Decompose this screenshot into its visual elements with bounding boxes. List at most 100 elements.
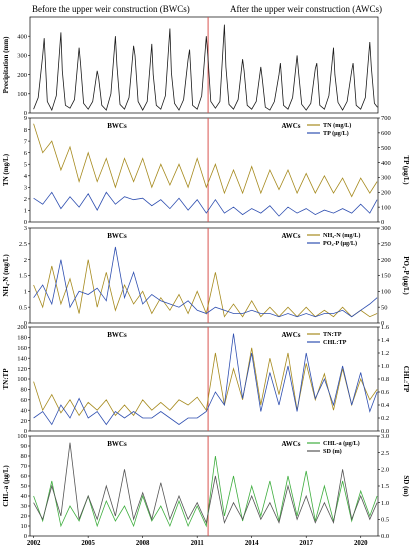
x-tick-label: 2005 [81,540,95,547]
segment-label-before: BWCs [107,122,127,130]
y2-tick-label: 1.0 [381,363,389,370]
series-line-2 [33,246,378,318]
panel-5: 0 10 20 30 40 50 60 70 80 90 100 0.0 0.5 1.0 1.5 2.0 2.5… [2,433,410,540]
y-tick-label: 20 [21,513,28,520]
y2-tick-label: 3.0 [381,433,389,440]
y-tick-label: 4 [24,173,28,180]
y2-tick-label: 1.5 [381,483,389,490]
legend-label: SD (m) [323,448,342,455]
y-axis-label: NH₄-N (mg/L) [2,254,10,297]
series-line-2 [33,333,378,426]
y-tick-label: 160 [17,345,27,352]
legend-label: TN (mg/L) [323,122,351,129]
y2-tick-label: 0 [381,320,384,327]
segment-label-before: BWCs [107,331,127,339]
y-tick-label: 0 [24,533,27,540]
series-line-1 [33,455,378,528]
y2-tick-label: 2.5 [381,450,389,457]
legend-label: TP (μg/L) [323,130,349,137]
legend-label: TN:TP [323,331,342,338]
y2-tick-label: 0.2 [381,415,389,422]
y2-tick-label: 300 [381,175,391,182]
y-axis-label: TN (mg/L) [2,153,10,186]
y-tick-label: 60 [21,397,28,404]
y-tick-label: 100 [17,376,27,383]
y2-tick-label: 1.2 [381,350,389,357]
y-axis-label: TN:TP [2,368,10,390]
y2-tick-label: 0.0 [381,428,389,435]
series-line-1 [33,123,378,198]
series-line-1 [33,259,378,318]
y-tick-label: 80 [21,453,28,460]
panel-1: 0 100 200 300 400 Precipitation (mm) [2,16,379,117]
series-line-2 [33,191,378,217]
y2-axis-label: CHL:TP [402,366,410,393]
x-tick-label: 2017 [299,540,313,547]
y2-tick-label: 100 [381,289,391,296]
segment-label-after: AWCs [281,331,300,339]
panel-frame [29,16,379,114]
y2-tick-label: 0.0 [381,533,389,540]
y2-tick-label: 1.4 [381,337,390,344]
y2-tick-label: 0.8 [381,376,389,383]
y2-tick-label: 700 [381,115,391,122]
y-tick-label: 1 [24,289,27,296]
header-left: Before the upper weir construction (BWCs… [32,4,190,14]
panel-frame [29,117,379,223]
y2-tick-label: 300 [381,225,391,232]
segment-label-before: BWCs [107,232,127,240]
x-tick-label: 2002 [27,540,41,547]
y2-tick-label: 1.6 [381,324,390,331]
y2-axis-label: TP (μg/L) [402,155,410,185]
y2-tick-label: 0.4 [381,402,390,409]
y2-tick-label: 150 [381,273,391,280]
y-tick-label: 0 [24,219,27,226]
y-tick-label: 90 [21,443,28,450]
y-tick-label: 1.5 [19,273,27,280]
y-tick-label: 180 [17,335,27,342]
y-tick-label: 2 [24,196,27,203]
y2-tick-label: 50 [381,304,388,311]
legend-label: PO₄-P (μg/L) [323,240,357,247]
x-tick-label: 2014 [245,540,259,547]
y2-tick-label: 400 [381,160,391,167]
y-tick-label: 100 [17,91,27,98]
y-tick-label: 2.5 [19,241,27,248]
x-axis: 2002 2005 2008 2011 2014 2017 2020 [27,536,368,547]
y-tick-label: 1 [24,208,27,215]
y-tick-label: 0.5 [19,304,27,311]
y-tick-label: 200 [17,324,27,331]
segment-label-before: BWCs [107,440,127,448]
y2-axis-label: SD (m) [402,475,410,497]
y2-tick-label: 0.5 [381,517,389,524]
y-axis-label: Precipitation (mm) [2,36,10,93]
y2-axis-label: PO₄-P (μg/L) [402,256,410,295]
y-tick-label: 3 [24,225,27,232]
y-tick-label: 50 [21,483,28,490]
y2-tick-label: 600 [381,130,391,137]
y-tick-label: 300 [17,53,27,60]
y-tick-label: 20 [21,418,28,425]
y-tick-label: 400 [17,33,27,40]
segment-label-after: AWCs [281,440,300,448]
y-tick-label: 8 [24,127,27,134]
header-right: After the upper weir construction (AWCs) [230,4,382,14]
legend-label: CHL:TP [323,339,347,346]
y-tick-label: 100 [17,433,27,440]
y2-tick-label: 0.6 [381,389,390,396]
y-axis-label: CHL-a (μg/L) [2,465,10,507]
y-tick-label: 30 [21,503,28,510]
y-tick-label: 2 [24,257,27,264]
y-tick-label: 140 [17,355,27,362]
x-tick-label: 2020 [354,540,368,547]
series-line-1 [33,24,378,112]
x-tick-label: 2011 [191,540,205,547]
series-line-1 [33,347,378,417]
y2-tick-label: 1.0 [381,500,389,507]
y-tick-label: 0 [24,110,27,117]
y2-tick-label: 0 [381,219,384,226]
panel-2: 0 1 2 3 4 5 6 7 8 9 0 100 200 300 400 500 600 700 TN (mg/L… [2,115,410,226]
segment-label-after: AWCs [281,122,300,130]
